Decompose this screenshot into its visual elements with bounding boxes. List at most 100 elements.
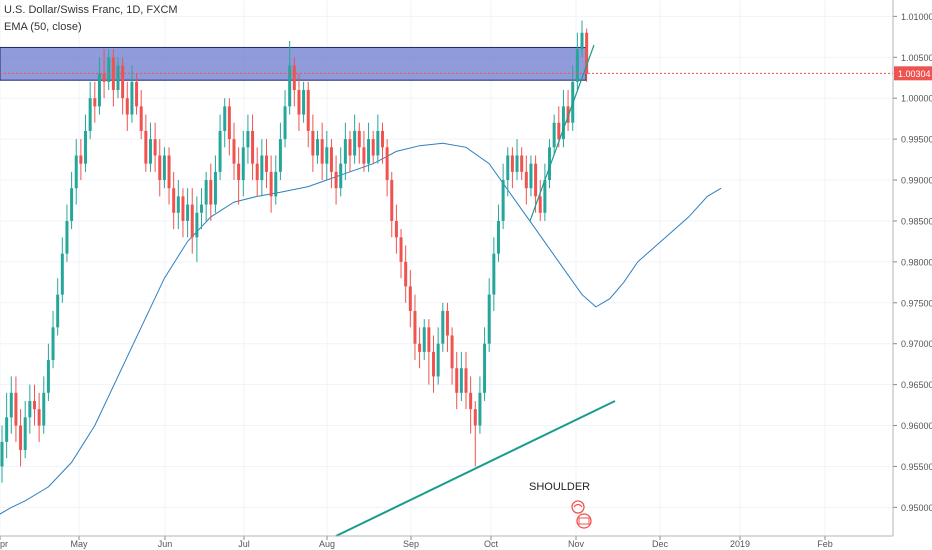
- candle: [506, 147, 510, 197]
- y-tick-label: 0.97000: [901, 339, 932, 349]
- candle-body: [14, 392, 18, 426]
- resistance-zone-rect: [0, 46, 587, 81]
- candle: [144, 114, 148, 172]
- candle-body: [469, 392, 473, 410]
- candle: [56, 278, 60, 336]
- candle-body: [413, 310, 417, 344]
- candle: [46, 343, 50, 401]
- y-tick-label: 1.00500: [901, 53, 932, 63]
- candle: [353, 114, 357, 164]
- candle-body: [390, 180, 394, 221]
- event-circle-icon: [571, 500, 585, 514]
- calendar-marker-icon[interactable]: [576, 513, 592, 529]
- candle: [464, 351, 468, 410]
- candle-body: [107, 57, 111, 82]
- candle-body: [79, 155, 83, 164]
- candle: [74, 139, 78, 205]
- candle-body: [135, 81, 139, 107]
- rising-trendline[interactable]: [529, 44, 595, 222]
- candle-body: [501, 180, 505, 221]
- candle: [483, 327, 487, 401]
- x-tick-label: May: [70, 539, 88, 549]
- candle-body: [306, 90, 310, 131]
- candle-body: [23, 417, 27, 451]
- candle-body: [408, 286, 412, 311]
- candle-body: [404, 261, 408, 287]
- candle-body: [385, 147, 389, 181]
- candle-body: [37, 409, 41, 426]
- candle: [320, 122, 324, 181]
- candle-body: [496, 220, 500, 254]
- candle: [418, 327, 422, 369]
- candle-body: [227, 106, 231, 140]
- candle: [60, 237, 64, 303]
- candle: [394, 204, 398, 254]
- candle-body: [42, 392, 46, 426]
- candle: [399, 229, 403, 279]
- candle: [153, 122, 157, 172]
- candle-body: [84, 130, 88, 164]
- candle: [390, 171, 394, 238]
- candle: [213, 155, 217, 213]
- candle: [487, 278, 491, 352]
- candle: [97, 57, 101, 115]
- trendlines: [335, 44, 616, 537]
- candle-body: [190, 204, 194, 238]
- y-tick-label: 0.98500: [901, 216, 932, 226]
- event-marker-icon[interactable]: [571, 500, 585, 514]
- candle-body: [167, 155, 171, 189]
- candle-body: [264, 155, 268, 172]
- candle-body: [181, 196, 185, 221]
- candle: [200, 188, 204, 230]
- candle-body: [32, 400, 36, 410]
- candle: [32, 384, 36, 426]
- last-price-label: 1.00304: [898, 69, 931, 79]
- candle-body: [376, 130, 380, 156]
- candle: [181, 188, 185, 238]
- candle-body: [334, 171, 338, 189]
- event-glyph-icon: [573, 503, 583, 508]
- event-icons[interactable]: [571, 500, 592, 529]
- candle: [543, 163, 547, 221]
- candle-body: [130, 81, 134, 115]
- candle-body: [343, 139, 347, 164]
- shoulder-trendline[interactable]: [335, 400, 616, 537]
- candle-body: [441, 310, 445, 344]
- candle: [427, 319, 431, 385]
- x-tick-label: Oct: [484, 539, 499, 549]
- candle-body: [51, 327, 55, 361]
- candle: [65, 204, 69, 262]
- x-tick-label: Feb: [817, 539, 833, 549]
- candle: [339, 147, 343, 197]
- candle-body: [241, 147, 245, 181]
- candle-body: [362, 147, 366, 164]
- candle-body: [260, 155, 264, 181]
- candle-body: [204, 180, 208, 205]
- candle: [367, 122, 371, 172]
- candle-body: [538, 196, 542, 213]
- candle: [357, 122, 361, 164]
- candle-body: [65, 220, 69, 254]
- candle: [311, 114, 315, 172]
- candle: [408, 270, 412, 328]
- candle: [436, 327, 440, 385]
- indicator-label: EMA (50, close): [4, 21, 82, 33]
- candle: [441, 302, 445, 352]
- candle-body: [251, 130, 255, 164]
- candle-body: [418, 343, 422, 352]
- candle-body: [172, 188, 176, 213]
- y-tick-label: 0.97500: [901, 298, 932, 308]
- candle-body: [237, 163, 241, 181]
- candle: [297, 73, 301, 131]
- candle-body: [329, 147, 333, 172]
- candle-body: [464, 368, 468, 393]
- candle-body: [561, 106, 565, 140]
- candle-body: [394, 220, 398, 238]
- candle-body: [297, 90, 301, 115]
- candle: [139, 90, 143, 140]
- x-tick-label: Dec: [652, 539, 669, 549]
- candle-body: [506, 155, 510, 181]
- y-tick-label: 0.98000: [901, 257, 932, 267]
- candle: [380, 122, 384, 164]
